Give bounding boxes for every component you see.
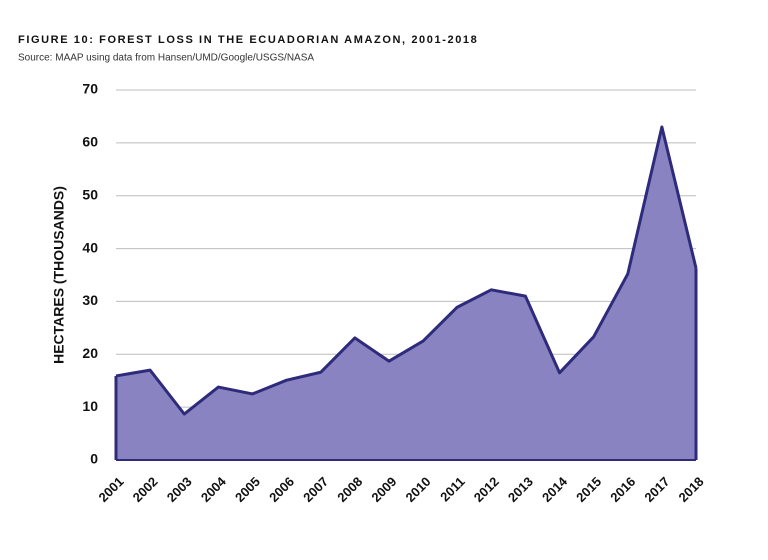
y-tick-label: 40 bbox=[82, 239, 98, 255]
x-tick-label: 2016 bbox=[607, 474, 638, 505]
x-tick-label: 2014 bbox=[539, 473, 571, 505]
x-tick-label: 2009 bbox=[368, 474, 399, 505]
y-tick-label: 20 bbox=[82, 345, 98, 361]
y-tick-label: 60 bbox=[82, 134, 98, 150]
x-tick-label: 2001 bbox=[95, 474, 126, 505]
y-tick-label: 50 bbox=[82, 186, 98, 202]
x-tick-label: 2004 bbox=[198, 473, 230, 505]
x-tick-label: 2005 bbox=[232, 474, 263, 505]
y-axis-label: HECTARES (THOUSANDS) bbox=[51, 186, 67, 364]
x-tick-label: 2008 bbox=[334, 474, 365, 505]
x-tick-label: 2018 bbox=[675, 474, 706, 505]
x-tick-label: 2003 bbox=[164, 474, 195, 505]
x-tick-label: 2015 bbox=[573, 474, 604, 505]
x-tick-label: 2013 bbox=[505, 474, 536, 505]
chart-subtitle: Source: MAAP using data from Hansen/UMD/… bbox=[18, 53, 314, 64]
x-tick-label: 2006 bbox=[266, 474, 297, 505]
x-tick-label: 2007 bbox=[300, 474, 331, 505]
line bbox=[115, 125, 698, 416]
chart-title: FIGURE 10: FOREST LOSS IN THE ECUADORIAN… bbox=[18, 34, 478, 46]
x-tick-label: 2012 bbox=[471, 474, 502, 505]
x-tick-label: 2002 bbox=[130, 474, 161, 505]
area bbox=[116, 127, 696, 460]
x-tick-label: 2017 bbox=[641, 474, 672, 505]
y-tick-label: 70 bbox=[82, 81, 98, 97]
x-tick-label: 2010 bbox=[403, 474, 434, 505]
y-tick-label: 10 bbox=[82, 398, 98, 414]
y-tick-label: 30 bbox=[82, 292, 98, 308]
y-tick-label: 0 bbox=[90, 451, 98, 467]
x-tick-label: 2011 bbox=[437, 474, 468, 505]
